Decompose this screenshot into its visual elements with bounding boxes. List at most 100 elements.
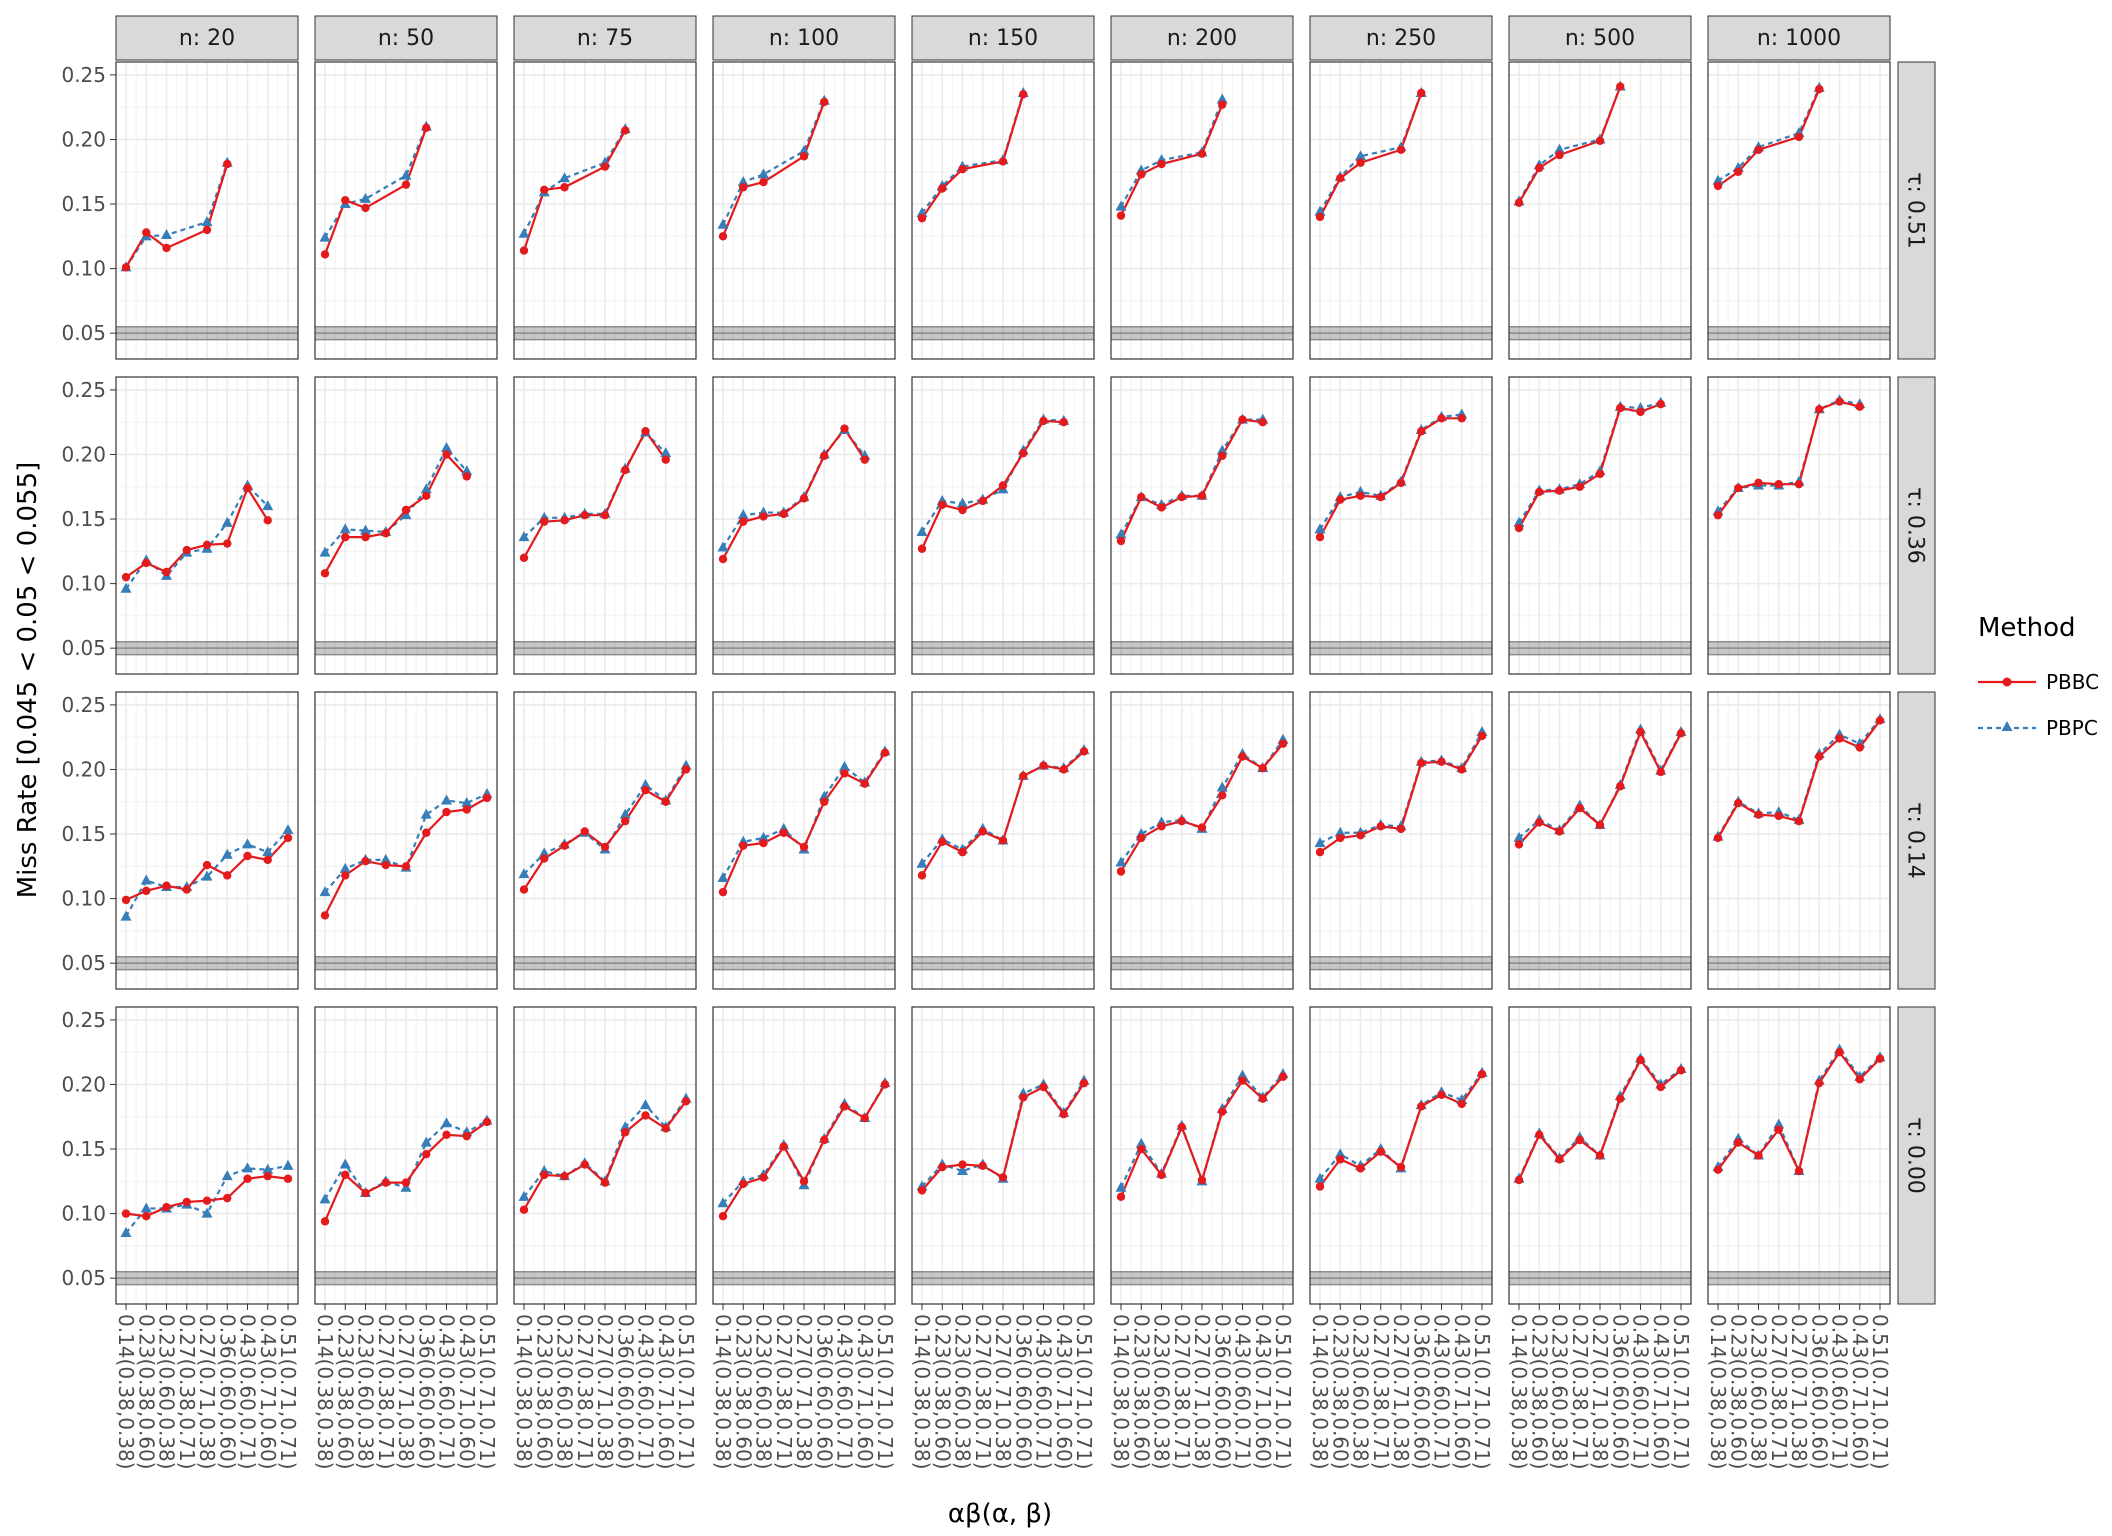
data-point-pbbc <box>1137 833 1146 843</box>
data-point-pbpc <box>201 216 213 227</box>
x-tick-label: 0.43(0.71,0.60) <box>455 1314 479 1470</box>
x-tick-label: 0.36(0.60,0.60) <box>1409 1314 1433 1470</box>
data-point-pbpc <box>339 1158 351 1169</box>
data-point-pbbc <box>1595 820 1605 830</box>
data-point-pbbc <box>121 263 131 272</box>
data-point-pbbc <box>381 529 390 538</box>
data-point-pbpc <box>1314 1172 1326 1183</box>
data-point-pbbc <box>1079 747 1089 756</box>
data-point-pbbc <box>1396 1162 1406 1172</box>
column-strip <box>1309 15 1493 61</box>
x-tick-label: 0.43(0.71,0.60) <box>1450 1314 1474 1470</box>
data-point-pbbc <box>1713 181 1723 191</box>
data-point-pbbc <box>759 1173 768 1182</box>
data-point-pbbc <box>462 805 471 814</box>
panel <box>1508 1006 1692 1305</box>
data-point-pbbc <box>283 833 293 843</box>
x-tick-label: 0.27(0.71,0.38) <box>792 1314 816 1470</box>
data-point-pbpc <box>518 1190 530 1201</box>
row-strip <box>1897 691 1936 990</box>
data-point-pbbc <box>320 569 330 578</box>
legend-title: Method <box>1978 613 2076 643</box>
data-point-pbbc <box>860 1113 869 1123</box>
data-point-pbbc <box>799 842 809 852</box>
panel <box>314 61 498 360</box>
column-strip-label: n: 50 <box>378 26 434 51</box>
data-point-pbpc <box>518 227 530 238</box>
data-point-pbbc <box>1157 1170 1166 1180</box>
data-point-pbbc <box>860 455 869 464</box>
data-point-pbpc <box>758 168 769 179</box>
data-point-pbbc <box>361 532 370 542</box>
column-strip <box>1707 15 1891 61</box>
data-point-pbbc <box>1218 1107 1227 1116</box>
x-tick-label: 0.23(0.38,0.60) <box>1527 1314 1551 1470</box>
data-point-pbpc <box>461 797 473 808</box>
data-point-pbbc <box>1336 174 1345 183</box>
data-point-pbbc <box>1437 1090 1446 1100</box>
data-point-pbpc <box>717 218 729 229</box>
x-tick-label: 0.23(0.60,0.38) <box>354 1314 378 1470</box>
data-point-pbbc <box>1835 397 1844 406</box>
data-point-pbpc <box>758 831 769 842</box>
panel <box>314 1006 498 1305</box>
panel <box>1707 1006 1891 1305</box>
data-point-pbbc <box>917 1186 927 1195</box>
data-point-pbbc <box>381 1178 390 1187</box>
data-point-pbbc <box>1794 1166 1804 1176</box>
x-tick-label: 0.27(0.71,0.38) <box>1389 1314 1413 1470</box>
data-point-pbbc <box>880 748 890 757</box>
row-strip-label: τ: 0.51 <box>1903 172 1928 249</box>
data-point-pbbc <box>917 544 927 553</box>
data-point-pbbc <box>661 455 670 464</box>
column-strip <box>1110 15 1294 61</box>
data-point-pbbc <box>799 1177 809 1186</box>
panel-border <box>712 691 896 990</box>
data-point-pbbc <box>1258 1094 1267 1103</box>
column-strip <box>911 15 1095 61</box>
y-tick-label: 0.10 <box>61 257 106 281</box>
series-line-pbpc <box>722 100 826 226</box>
x-tick-label: 0.36(0.60,0.60) <box>1807 1314 1831 1470</box>
data-point-pbbc <box>422 828 431 837</box>
data-point-pbbc <box>1376 1147 1385 1156</box>
data-point-pbbc <box>243 1174 252 1183</box>
data-point-pbbc <box>840 769 849 778</box>
data-point-pbbc <box>1218 100 1227 109</box>
data-point-pbbc <box>1157 503 1166 512</box>
panel-border <box>314 61 498 360</box>
data-point-pbbc <box>1116 1192 1126 1202</box>
data-point-pbbc <box>202 540 212 550</box>
data-point-pbbc <box>580 510 589 520</box>
y-tick-label: 0.15 <box>61 507 106 531</box>
x-tick-label: 0.43(0.60,0.71) <box>1629 1314 1653 1470</box>
data-point-pbbc <box>1656 399 1665 409</box>
data-point-pbbc <box>958 847 967 857</box>
data-point-pbbc <box>1116 536 1126 546</box>
data-point-pbbc <box>1636 407 1645 417</box>
data-point-pbbc <box>1457 414 1466 423</box>
data-point-pbbc <box>1197 491 1207 500</box>
data-point-pbpc <box>1115 1181 1127 1192</box>
x-tick-label: 0.51(0.71,0.71) <box>1271 1314 1295 1470</box>
row-strip <box>1897 61 1936 360</box>
data-point-pbbc <box>779 828 788 837</box>
data-point-pbbc <box>1417 758 1426 768</box>
data-point-pbbc <box>263 855 272 865</box>
data-point-pbbc <box>1356 491 1365 500</box>
x-tick-label: 0.14(0.38,0.38) <box>1109 1314 1133 1470</box>
column-strip-label: n: 1000 <box>1757 26 1841 51</box>
x-tick-label: 0.27(0.71,0.38) <box>1588 1314 1612 1470</box>
data-point-pbpc <box>161 229 172 240</box>
panel-border <box>911 376 1095 675</box>
data-point-pbbc <box>320 1217 330 1226</box>
data-point-pbbc <box>462 472 471 481</box>
data-point-pbbc <box>482 793 492 803</box>
data-point-pbbc <box>1555 486 1564 495</box>
data-point-pbbc <box>917 871 927 880</box>
series-line-pbpc <box>523 128 627 235</box>
panel-border <box>1707 691 1891 990</box>
data-point-pbpc <box>120 1226 132 1237</box>
data-point-pbpc <box>201 870 213 881</box>
data-point-pbbc <box>1713 510 1723 520</box>
